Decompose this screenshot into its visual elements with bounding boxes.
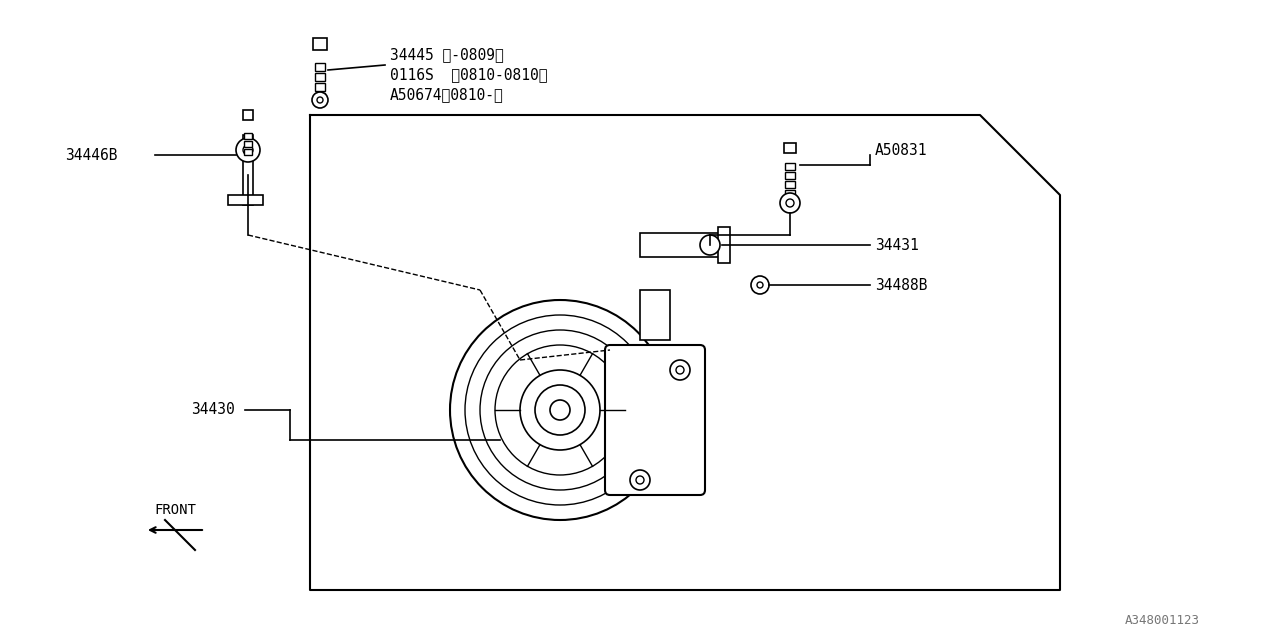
Bar — [244, 149, 252, 155]
Circle shape — [535, 385, 585, 435]
FancyBboxPatch shape — [785, 143, 796, 153]
Text: A348001123: A348001123 — [1125, 614, 1201, 627]
Text: 34445 「-0809」: 34445 「-0809」 — [390, 47, 504, 63]
FancyBboxPatch shape — [243, 110, 253, 120]
Bar — [315, 93, 325, 101]
Text: A50674〈0810-〉: A50674〈0810-〉 — [390, 88, 504, 102]
Circle shape — [700, 235, 721, 255]
Circle shape — [669, 360, 690, 380]
Text: 34446B: 34446B — [65, 147, 118, 163]
Bar — [315, 83, 325, 91]
Circle shape — [465, 315, 655, 505]
Circle shape — [520, 370, 600, 450]
Circle shape — [243, 145, 253, 155]
Bar — [640, 233, 721, 257]
Bar — [785, 172, 795, 179]
Circle shape — [317, 97, 323, 103]
Circle shape — [495, 345, 625, 475]
Bar — [244, 141, 252, 147]
Bar — [785, 181, 795, 188]
Circle shape — [786, 199, 794, 207]
Bar — [228, 195, 262, 205]
Text: FRONT: FRONT — [154, 503, 196, 517]
Circle shape — [630, 470, 650, 490]
FancyBboxPatch shape — [314, 38, 326, 50]
Text: A50831: A50831 — [876, 143, 928, 157]
Circle shape — [756, 282, 763, 288]
Bar — [244, 133, 252, 139]
Text: 34430: 34430 — [191, 403, 236, 417]
Bar — [785, 190, 795, 197]
FancyBboxPatch shape — [605, 345, 705, 495]
Bar — [315, 73, 325, 81]
Circle shape — [480, 330, 640, 490]
Circle shape — [636, 476, 644, 484]
Bar — [640, 290, 669, 340]
Circle shape — [780, 193, 800, 213]
Text: 34431: 34431 — [876, 237, 919, 253]
Circle shape — [751, 276, 769, 294]
Bar — [785, 163, 795, 170]
Text: 0116S  〈0810-0810〉: 0116S 〈0810-0810〉 — [390, 67, 548, 83]
Text: 34488B: 34488B — [876, 278, 928, 292]
Circle shape — [451, 300, 669, 520]
Circle shape — [312, 92, 328, 108]
Circle shape — [550, 400, 570, 420]
Bar — [243, 135, 253, 205]
Bar — [315, 63, 325, 71]
Circle shape — [236, 138, 260, 162]
Bar — [718, 227, 730, 263]
Circle shape — [676, 366, 684, 374]
